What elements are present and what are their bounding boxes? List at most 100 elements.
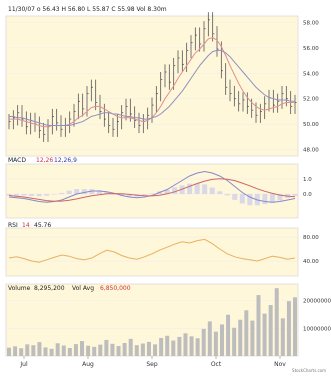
macd-histogram-bar: [36, 194, 42, 197]
volume-bar: [244, 310, 249, 356]
moving-average-slow: [9, 49, 295, 126]
volume-bar: [280, 318, 285, 356]
volume-bar: [274, 288, 279, 356]
volume-bars: [7, 288, 297, 356]
macd-histogram-bar: [172, 187, 178, 194]
volume-bar: [98, 344, 103, 356]
macd-histogram-bar: [164, 189, 170, 194]
rsi-legend-label: RSI: [8, 222, 18, 229]
macd-legend-signal: 12,26,9: [54, 157, 77, 164]
macd-histogram-bar: [44, 194, 50, 196]
rsi-tick-label: 40.00: [303, 259, 319, 265]
volume-bar: [55, 343, 60, 356]
volume-bar: [86, 345, 91, 356]
volume-bar: [177, 336, 182, 356]
macd-histogram-bar: [141, 194, 147, 196]
volume-bar: [268, 305, 273, 356]
price-tick-label: 58.00: [303, 20, 319, 26]
macd-legend-params: 12,26: [36, 157, 53, 164]
macd-histogram-bar: [81, 189, 87, 194]
volume-bar: [140, 343, 145, 356]
price-tick-label: 52.00: [303, 97, 319, 103]
volume-panel: Volume 8,295,200 Vol Avg 6,850,000 20000…: [5, 283, 331, 357]
price-panel-background: [5, 15, 299, 157]
volume-bar: [238, 319, 243, 356]
macd-legend-label: MACD: [8, 157, 26, 164]
x-tick-label: Nov: [274, 361, 286, 368]
macd-histogram-bar: [74, 189, 80, 194]
x-tick-label: Sep: [146, 361, 158, 368]
macd-panel: MACD 12,26 12,26,9 1.0 0.0: [5, 157, 312, 219]
watermark: StockCharts.com: [292, 368, 326, 373]
macd-histogram-bar: [232, 194, 238, 200]
macd-histogram-bar: [209, 187, 215, 194]
volume-bar: [104, 339, 109, 356]
volume-bar: [67, 347, 72, 356]
volume-bar: [37, 342, 42, 356]
volume-bar: [293, 297, 297, 356]
volume-bar: [7, 347, 11, 356]
volume-bar: [159, 338, 164, 356]
volume-bar: [207, 321, 212, 356]
volume-tick-label: 10000000: [303, 326, 331, 332]
rsi-tick-label: 80.00: [303, 235, 319, 241]
price-tick-label: 48.00: [303, 148, 319, 154]
volume-bar: [165, 335, 170, 356]
volume-bar: [122, 342, 127, 356]
volume-bar: [61, 345, 66, 356]
volume-bar: [25, 344, 30, 356]
volume-bar: [110, 343, 115, 356]
macd-histogram-bar: [187, 183, 193, 194]
volume-bar: [13, 346, 18, 356]
volume-legend-label: Volume: [8, 285, 31, 292]
macd-histogram-bar: [262, 194, 268, 205]
volume-bar: [226, 314, 231, 356]
volume-tick-label: 20000000: [303, 299, 331, 305]
x-tick-label: Aug: [82, 361, 94, 368]
price-tick-label: 56.00: [303, 46, 319, 52]
macd-histogram-bar: [29, 194, 35, 196]
macd-tick-label: 1.0: [303, 177, 312, 183]
price-tick-label: 54.00: [303, 71, 319, 77]
volume-bar: [19, 348, 24, 356]
volume-bar: [116, 346, 121, 356]
volume-bar: [195, 338, 200, 356]
volume-legend-value: 8,295,200: [34, 285, 65, 292]
volume-bar: [219, 324, 224, 356]
macd-histogram-bar: [239, 194, 245, 204]
volume-bar: [80, 341, 85, 356]
volume-bar: [250, 320, 255, 356]
macd-histogram-bar: [89, 189, 95, 194]
volume-bar: [183, 333, 188, 356]
macd-histogram-bar: [104, 191, 110, 194]
volume-avg-label: Vol Avg: [72, 285, 94, 292]
x-tick-label: Jul: [19, 361, 28, 368]
volume-bar: [262, 313, 267, 356]
macd-histogram-bar: [119, 194, 125, 196]
quote-line: 11/30/07 o 56.43 H 56.80 L 55.87 C 55.98…: [8, 6, 167, 13]
macd-histogram-bar: [202, 184, 208, 194]
macd-histogram-bar: [247, 194, 253, 206]
macd-histogram-bar: [6, 194, 12, 196]
rsi-legend-value: 45.76: [34, 222, 51, 229]
volume-bar: [92, 346, 97, 356]
volume-bar: [146, 341, 151, 356]
volume-avg-value: 6,850,000: [100, 285, 131, 292]
volume-bar: [31, 345, 36, 356]
macd-histogram-bar: [194, 183, 200, 194]
volume-bar: [232, 327, 237, 356]
rsi-panel-background: [5, 227, 299, 277]
volume-bar: [256, 295, 261, 356]
macd-histogram-bar: [149, 193, 155, 195]
volume-bar: [213, 331, 218, 356]
volume-bar: [73, 344, 78, 356]
volume-bar: [189, 336, 194, 356]
x-tick-label: Oct: [211, 361, 222, 368]
macd-signal-line: [8, 178, 296, 202]
price-panel: 11/30/07 o 56.43 H 56.80 L 55.87 C 55.98…: [5, 6, 319, 157]
volume-bar: [286, 301, 291, 356]
macd-histogram-bar: [224, 194, 230, 196]
rsi-line: [8, 238, 296, 263]
macd-histogram-bar: [66, 190, 72, 194]
